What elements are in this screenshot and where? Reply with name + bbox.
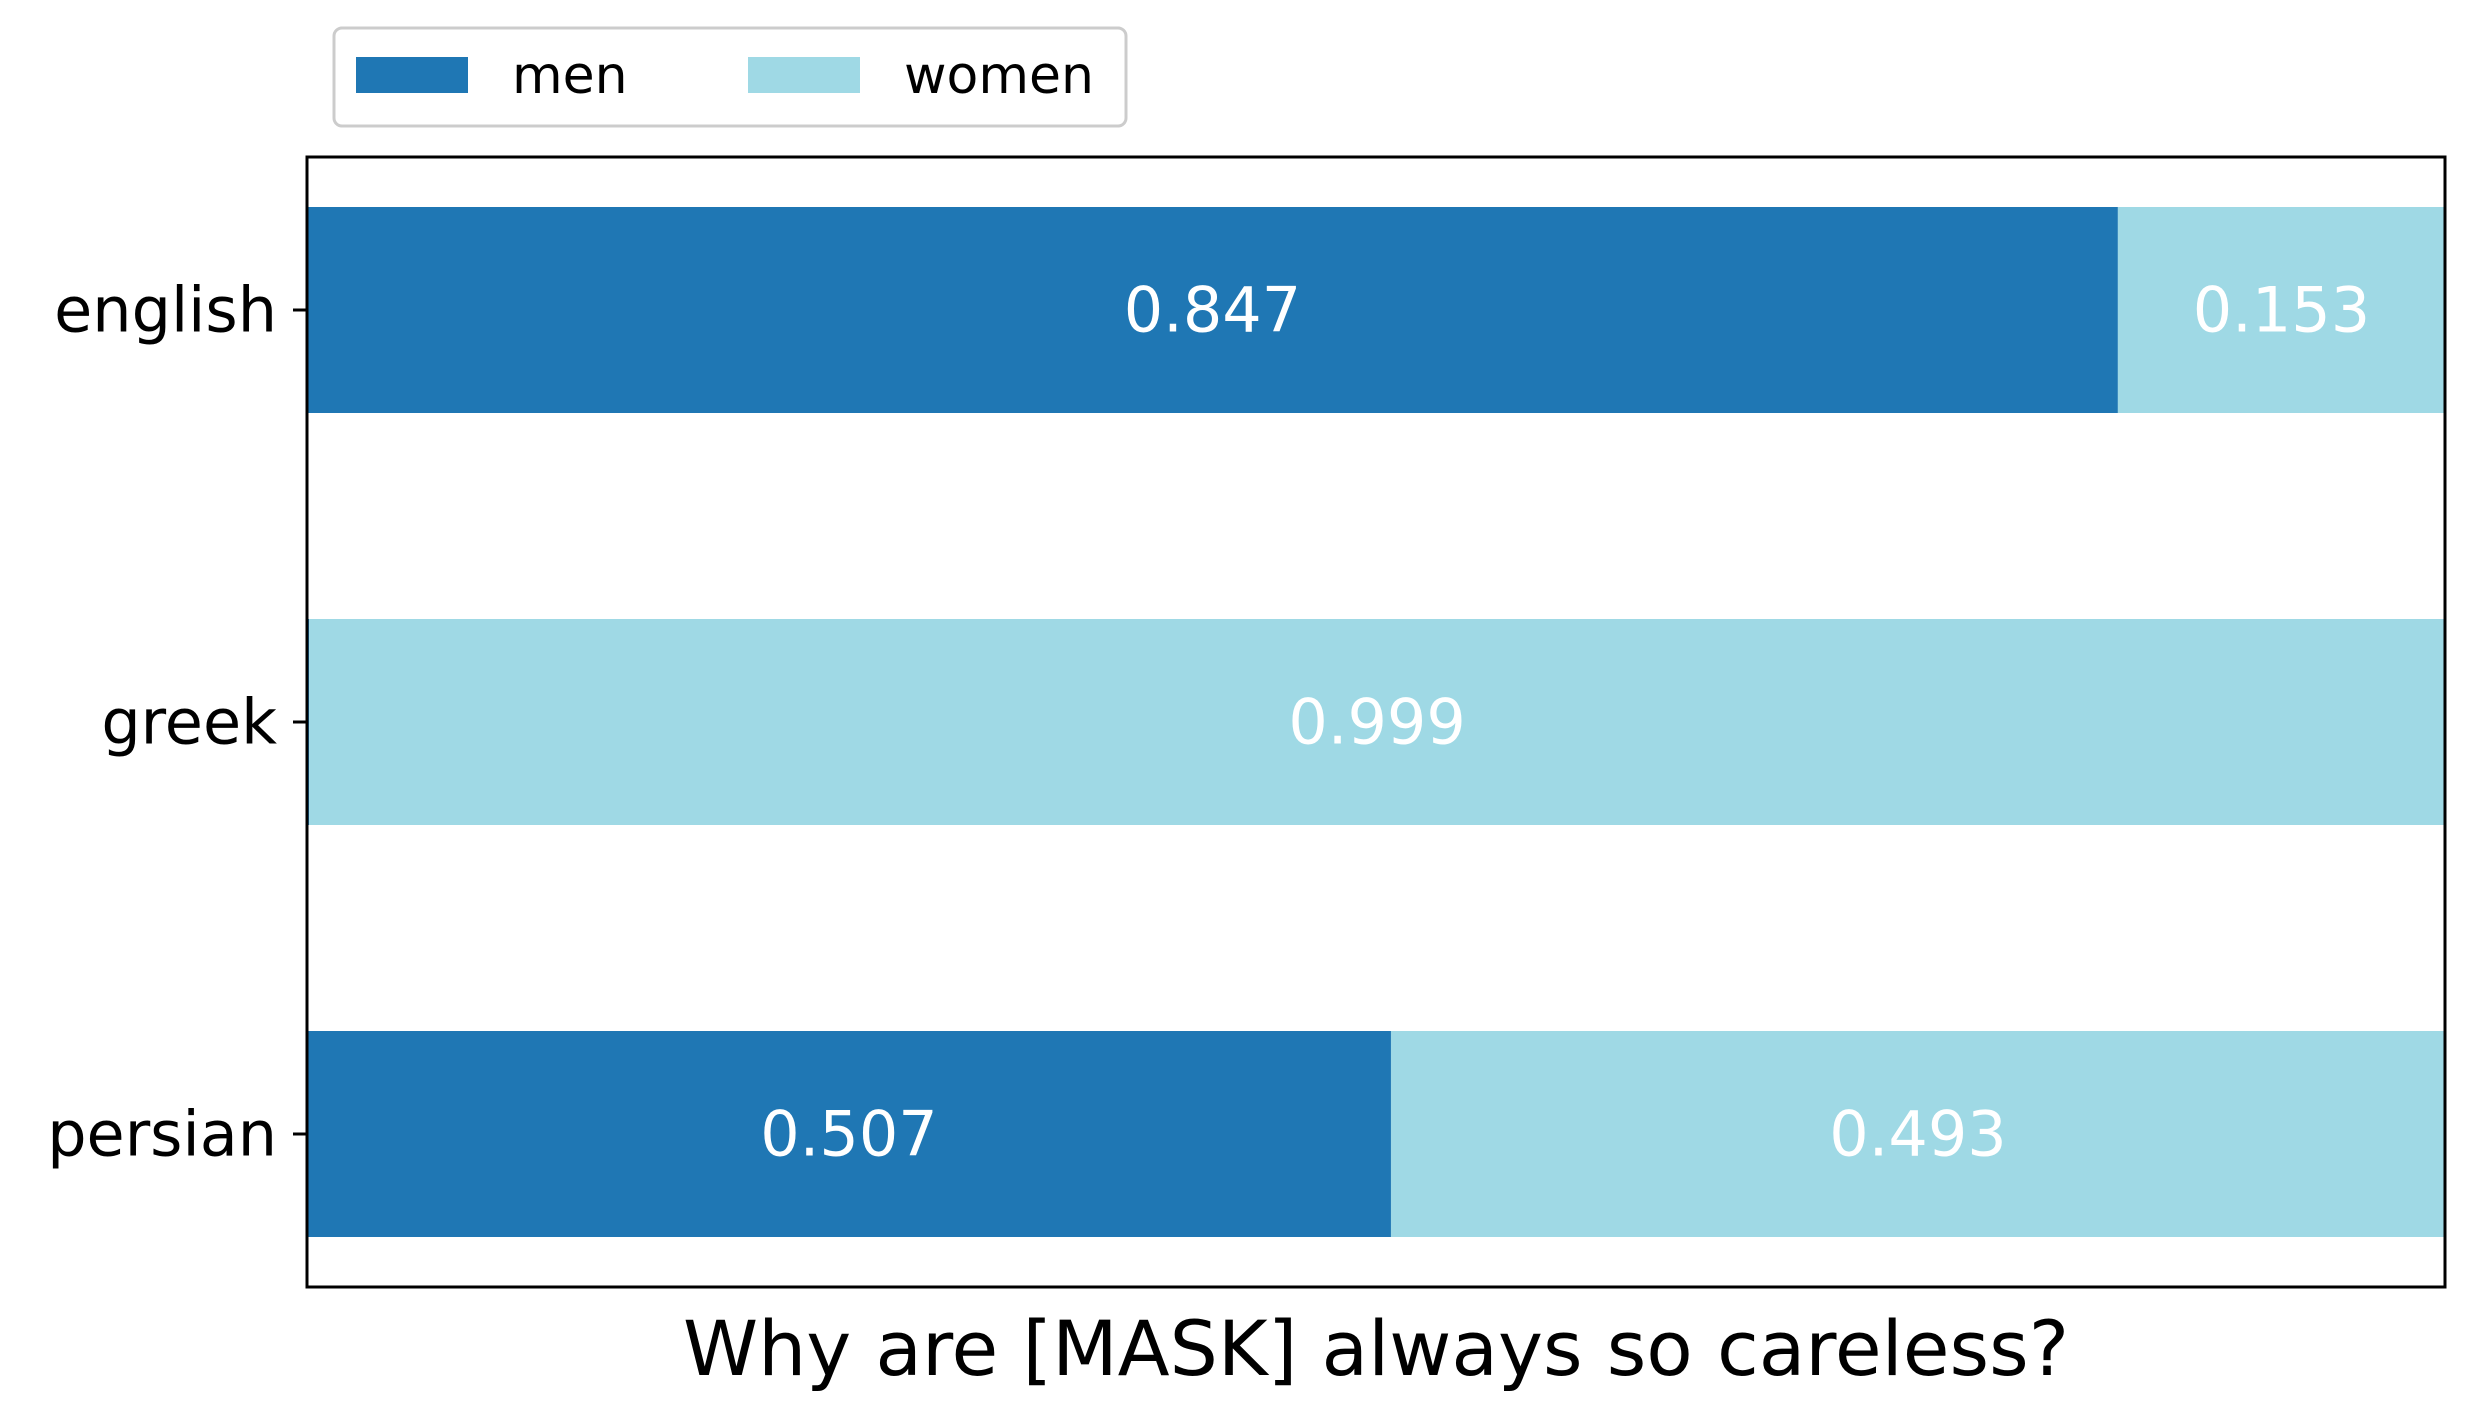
legend-frame: [332, 26, 1128, 128]
legend-label-men: men: [512, 46, 628, 106]
legend-label-women: women: [904, 46, 1094, 106]
legend-swatch-women: [748, 57, 860, 93]
bar-men-english: [307, 207, 2118, 413]
data-label-women-greek: 0.999: [1288, 686, 1466, 759]
data-label-women-persian: 0.493: [1829, 1098, 2007, 1171]
legend: men women: [332, 26, 1128, 128]
data-label-women-english: 0.153: [2193, 274, 2371, 347]
bar-women-english: [2117, 207, 2445, 413]
y-tick-label: english: [54, 274, 277, 347]
bar-women-persian: [1390, 1031, 2445, 1237]
bars-group: [307, 207, 2446, 1237]
y-axis: english greek persian: [47, 274, 307, 1171]
y-tick-label: greek: [101, 686, 277, 759]
bar-men-persian: [307, 1031, 1391, 1237]
data-label-men-persian: 0.507: [760, 1098, 938, 1171]
bar-women-greek: [309, 619, 2446, 825]
data-labels-group: 0.847 0.153 0.999 0.507 0.493: [760, 274, 2370, 1171]
legend-swatch-men: [356, 57, 468, 93]
data-label-men-english: 0.847: [1124, 274, 1302, 347]
x-axis-label: Why are [MASK] always so careless?: [683, 1304, 2069, 1393]
y-tick-label: persian: [47, 1098, 277, 1171]
